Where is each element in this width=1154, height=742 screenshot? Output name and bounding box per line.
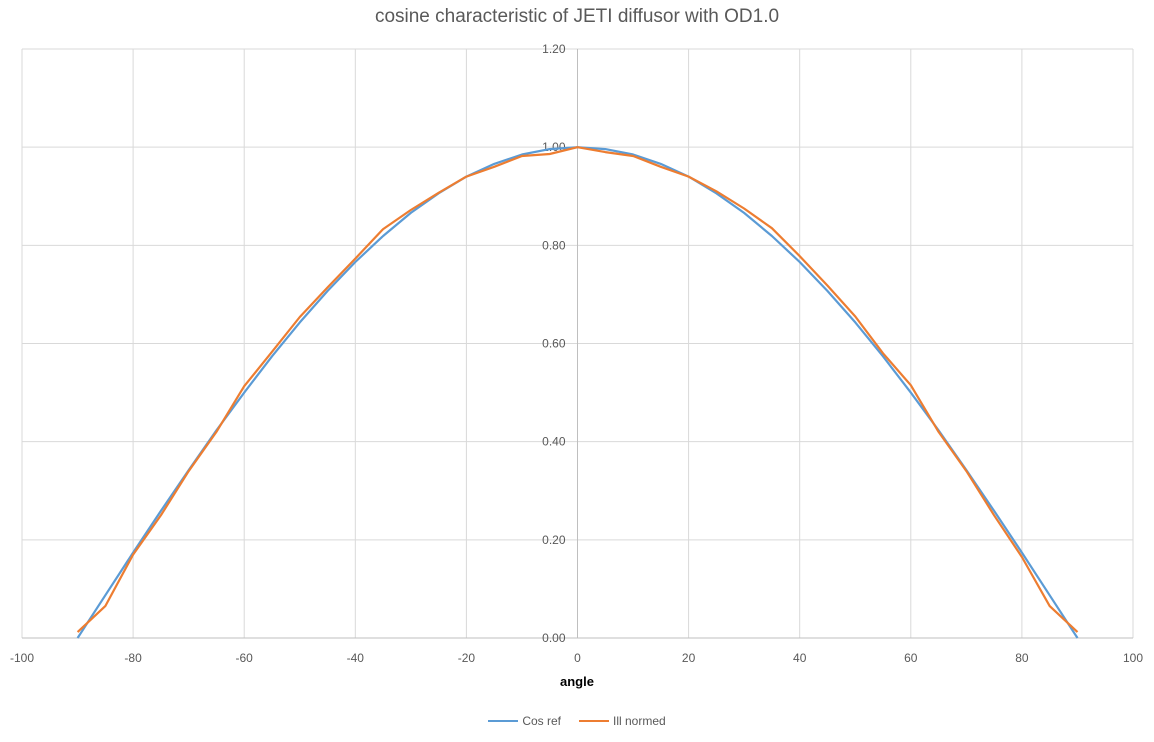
y-tick-label: 0.60 [542,337,566,351]
legend-item-cos-ref[interactable]: Cos ref [488,714,561,728]
y-tick-label: 0.80 [542,238,566,252]
y-tick-label: 0.20 [542,533,566,547]
tick-labels: -100 -80 -60 -40 -20 0 20 40 60 80 100 0.00 0.20 0.40… [10,42,1143,665]
x-tick-label: -20 [458,651,476,665]
legend-label: Cos ref [522,714,561,728]
x-tick-label: 80 [1015,651,1029,665]
y-tick-label: 0.40 [542,435,566,449]
legend-label: Ill normed [613,714,666,728]
legend: Cos ref Ill normed [0,714,1154,728]
y-tick-label: 0.00 [542,631,566,645]
x-axis-label: angle [560,674,594,689]
x-tick-label: -40 [347,651,365,665]
legend-swatch-ill-normed [579,720,609,722]
x-tick-label: 40 [793,651,807,665]
x-tick-label: 60 [904,651,918,665]
x-tick-label: -80 [124,651,142,665]
data-series [76,146,1079,639]
legend-item-ill-normed[interactable]: Ill normed [579,714,666,728]
x-tick-label: -60 [236,651,254,665]
series-line-ill-normed [76,146,1079,633]
x-tick-label: 20 [682,651,696,665]
x-tick-label: 0 [574,651,581,665]
x-tick-label: -100 [10,651,34,665]
chart-title: cosine characteristic of JETI diffusor w… [374,6,780,27]
y-tick-label: 1.20 [542,42,566,56]
gridlines [21,48,1134,638]
legend-swatch-cos-ref [488,720,519,722]
x-tick-label: 100 [1123,651,1143,665]
